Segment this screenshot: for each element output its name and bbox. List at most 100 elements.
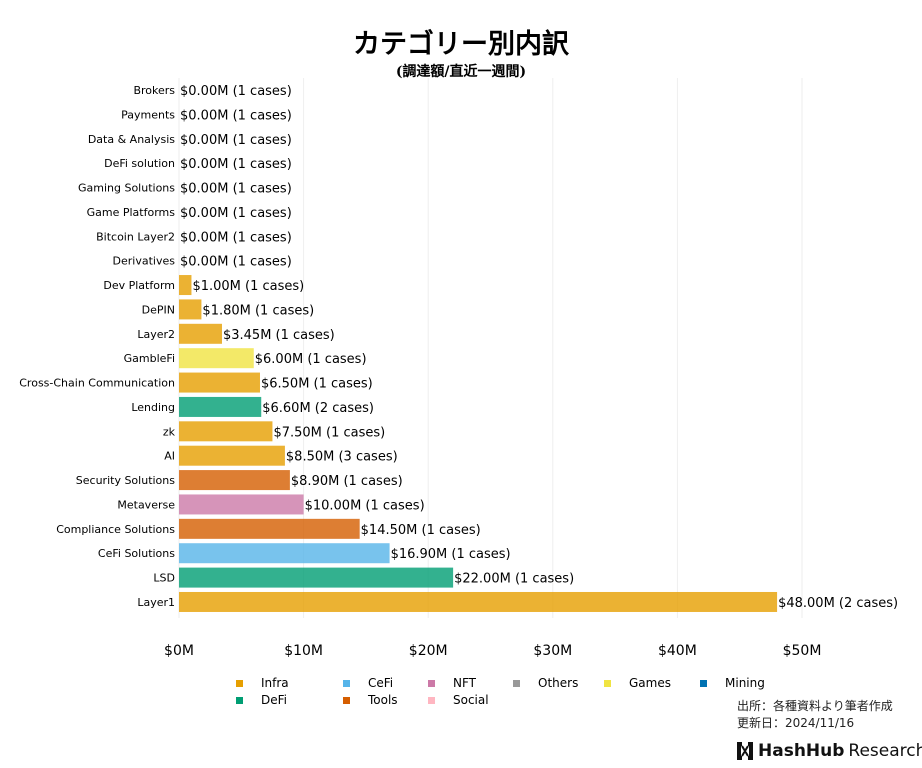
legend-item: Mining — [700, 676, 790, 690]
y-tick-label: Derivatives — [113, 255, 176, 268]
y-tick-label: Brokers — [133, 84, 175, 97]
data-label: $3.45M (1 cases) — [223, 328, 335, 343]
y-tick-label: Compliance Solutions — [56, 523, 175, 536]
legend-label: CeFi — [368, 676, 394, 690]
bar — [179, 591, 778, 612]
legend-label: Tools — [368, 693, 398, 707]
bar — [179, 372, 260, 393]
data-label: $10.00M (1 cases) — [305, 498, 425, 513]
data-label: $0.00M (1 cases) — [180, 108, 292, 123]
legend-label: NFT — [453, 676, 476, 690]
y-tick-label: GambleFi — [124, 352, 175, 365]
updated-date: 更新日：2024/11/16 — [737, 716, 855, 730]
bar — [179, 470, 290, 491]
y-tick-label: Layer1 — [137, 596, 175, 609]
legend-item: Games — [604, 676, 700, 690]
data-label: $0.00M (1 cases) — [180, 255, 292, 270]
legend-item: NFT — [428, 676, 513, 690]
data-label: $16.90M (1 cases) — [391, 547, 511, 562]
legend-swatch — [236, 696, 243, 704]
y-tick-label: Metaverse — [117, 498, 175, 511]
legend-label: Others — [538, 676, 579, 690]
bar — [179, 299, 202, 320]
y-tick-label: CeFi Solutions — [98, 547, 175, 560]
legend-swatch — [428, 696, 435, 704]
x-tick-label: $20M — [409, 643, 448, 659]
y-tick-label: zk — [163, 425, 176, 438]
data-label: $8.90M (1 cases) — [291, 474, 403, 489]
y-tick-label: Dev Platform — [103, 279, 175, 292]
data-label: $0.00M (1 cases) — [180, 84, 292, 99]
x-tick-label: $0M — [164, 643, 194, 659]
y-tick-label: Game Platforms — [87, 206, 176, 219]
bar — [179, 518, 360, 539]
bar — [179, 323, 222, 344]
bar — [179, 543, 390, 564]
bar — [179, 494, 304, 515]
legend-swatch — [343, 679, 350, 687]
y-tick-label: Cross-Chain Communication — [19, 377, 175, 390]
x-tick-label: $50M — [783, 643, 822, 659]
bar — [179, 421, 273, 442]
y-tick-label: AI — [164, 450, 175, 463]
y-tick-label: Lending — [131, 401, 175, 414]
legend-swatch — [343, 696, 350, 704]
legend-swatch — [604, 679, 611, 687]
source-text: 出所：各種資料より筆者作成 — [737, 699, 893, 713]
y-tick-label: Bitcoin Layer2 — [96, 230, 175, 243]
hashhub-logo-icon — [737, 742, 753, 760]
data-label: $6.60M (2 cases) — [262, 401, 374, 416]
x-tick-label: $30M — [533, 643, 572, 659]
data-label: $1.80M (1 cases) — [202, 303, 314, 318]
data-label: $0.00M (1 cases) — [180, 133, 292, 148]
y-tick-label: Gaming Solutions — [78, 182, 175, 195]
bar — [179, 445, 285, 466]
chart-title: カテゴリー別内訳 — [353, 29, 569, 60]
y-tick-label: DePIN — [142, 303, 175, 316]
legend-swatch — [236, 679, 243, 687]
y-tick-label: Layer2 — [137, 328, 175, 341]
legend-label: Social — [453, 693, 489, 707]
y-tick-label: Data & Analysis — [88, 133, 175, 146]
legend-swatch — [513, 679, 520, 687]
data-label: $0.00M (1 cases) — [180, 206, 292, 221]
legend-label: Games — [629, 676, 671, 690]
legend-label: DeFi — [261, 693, 287, 707]
data-label: $6.00M (1 cases) — [255, 352, 367, 367]
bar — [179, 396, 262, 417]
data-label: $14.50M (1 cases) — [361, 523, 481, 538]
hashhub-logo: HashHub Research — [736, 741, 922, 761]
data-label: $48.00M (2 cases) — [778, 596, 898, 611]
legend-label: Mining — [725, 676, 765, 690]
logo-rest: Research — [848, 741, 922, 761]
y-tick-label: Payments — [121, 108, 175, 121]
legend-item: Social — [428, 693, 513, 707]
data-label: $0.00M (1 cases) — [180, 157, 292, 172]
x-tick-label: $40M — [658, 643, 697, 659]
data-label: $1.00M (1 cases) — [192, 279, 304, 294]
chart-subtitle: (調達額/直近一週間) — [395, 64, 527, 80]
legend-item: Infra — [236, 676, 343, 690]
y-tick-label: DeFi solution — [104, 157, 175, 170]
bar — [179, 567, 454, 588]
legend-swatch — [700, 679, 707, 687]
legend-swatch — [428, 679, 435, 687]
logo-bold: HashHub — [758, 741, 845, 761]
legend-item: DeFi — [236, 693, 343, 707]
legend-item: Tools — [343, 693, 428, 707]
y-tick-label: LSD — [153, 572, 175, 585]
data-label: $7.50M (1 cases) — [273, 425, 385, 440]
y-tick-label: Security Solutions — [76, 474, 175, 487]
data-label: $0.00M (1 cases) — [180, 182, 292, 197]
bar — [179, 348, 254, 369]
data-label: $0.00M (1 cases) — [180, 230, 292, 245]
data-label: $8.50M (3 cases) — [286, 450, 398, 465]
legend-item: CeFi — [343, 676, 428, 690]
data-label: $6.50M (1 cases) — [261, 377, 373, 392]
x-tick-label: $10M — [284, 643, 323, 659]
bar — [179, 275, 192, 296]
data-label: $22.00M (1 cases) — [454, 572, 574, 587]
legend: Infra CeFi NFT Others Games Mining DeFi Tools So… — [236, 676, 796, 707]
